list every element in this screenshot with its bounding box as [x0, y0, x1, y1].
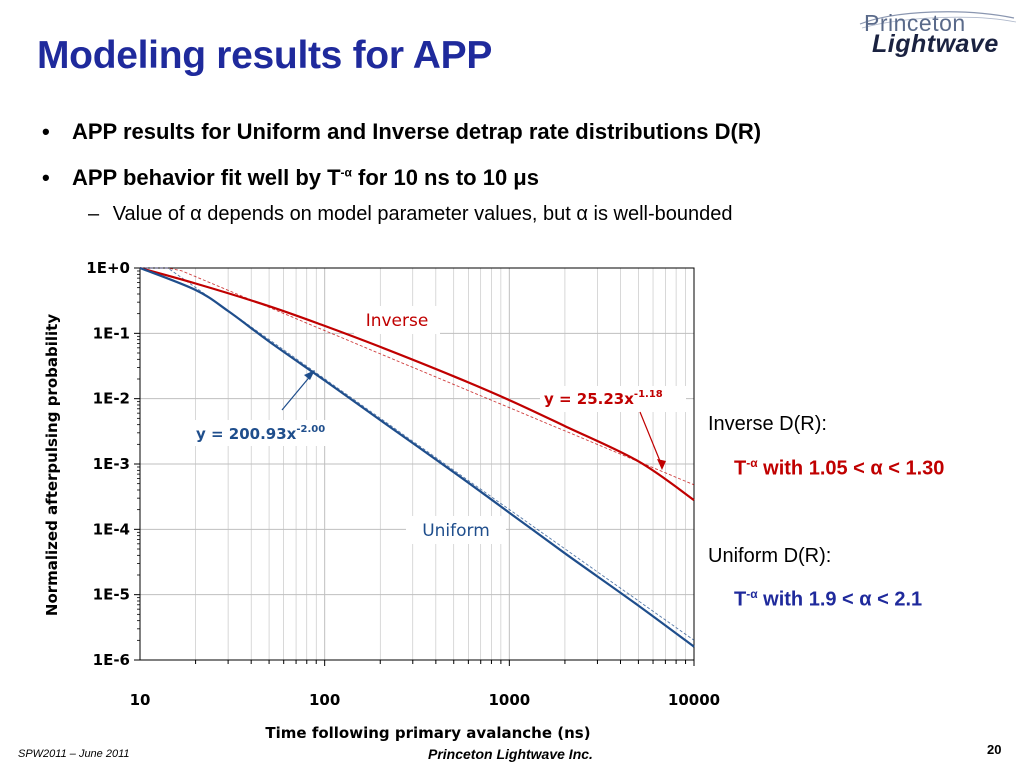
- bullet-1-text: APP results for Uniform and Inverse detr…: [72, 119, 762, 144]
- y-tick-label: 1E+0: [86, 259, 130, 277]
- y-tick-label: 1E-1: [93, 324, 130, 342]
- inverse-fit-arrow: [639, 411, 663, 467]
- inverse-fit-line: [140, 267, 695, 486]
- page-number: 20: [987, 742, 1002, 757]
- x-axis-label: Time following primary avalanche (ns): [265, 724, 590, 742]
- side-inverse-heading: Inverse D(R):: [708, 413, 827, 435]
- y-tick-labels: 1E+0 1E-1 1E-2 1E-3 1E-4 1E-5 1E-6: [86, 259, 130, 669]
- uniform-fit-label-bg: [190, 420, 348, 446]
- side-uniform-sup: -α: [746, 587, 758, 601]
- bullet-2-suffix: for 10 ns to 10 μs: [351, 165, 539, 190]
- y-axis-label: Normalized afterpulsing probability: [43, 314, 61, 616]
- y-tick-label: 1E-2: [93, 390, 130, 408]
- side-uniform-T: T: [734, 588, 747, 611]
- y-tick-label: 1E-4: [93, 520, 130, 538]
- inverse-label-bg: [354, 306, 440, 334]
- axis-ticks: [134, 267, 695, 666]
- bullet-2-text: APP behavior fit well by T-α for 10 ns t…: [72, 165, 539, 191]
- side-uniform-heading: Uniform D(R):: [708, 545, 832, 567]
- side-uniform-range: T-α with 1.9 < α < 2.1: [734, 587, 922, 612]
- logo-text-princeton: Princeton: [864, 10, 966, 36]
- inverse-fit-label: y = 25.23x-1.18: [544, 389, 663, 408]
- y-tick-label: 1E-6: [93, 651, 130, 669]
- inverse-series-label: Inverse: [366, 311, 429, 331]
- sub-bullet-dash: –: [88, 203, 100, 225]
- y-tick-label: 1E-5: [93, 586, 130, 604]
- side-inverse-range: T-α with 1.05 < α < 1.30: [734, 456, 944, 481]
- footer-conference: SPW2011 – June 2011: [18, 748, 130, 760]
- logo-text-lightwave: Lightwave: [872, 30, 999, 58]
- bullet-2-prefix: APP behavior fit well by T: [72, 165, 341, 190]
- footer-company: Princeton Lightwave Inc.: [428, 746, 593, 762]
- side-uniform-range-text: with 1.9 < α < 2.1: [757, 588, 923, 611]
- company-logo: Princeton Lightwave: [856, 8, 1018, 60]
- inverse-fit-label-bg: [540, 386, 686, 412]
- x-tick-label: 10: [130, 691, 151, 709]
- x-tick-label: 100: [309, 691, 340, 709]
- logo-swoosh-icon: [859, 11, 1017, 29]
- page-title: Modeling results for APP: [37, 34, 493, 77]
- sub-bullet-1: – Value of α depends on model parameter …: [88, 203, 732, 226]
- series-lines: [139, 266, 695, 648]
- x-tick-label: 1000: [488, 691, 530, 709]
- x-tick-label: 10000: [668, 691, 720, 709]
- side-inverse-sup: -α: [746, 456, 758, 470]
- side-inverse-T: T: [734, 457, 747, 480]
- uniform-fit-label: y = 200.93x-2.00: [196, 424, 325, 443]
- uniform-fit-exp: -2.00: [296, 424, 325, 435]
- uniform-series-label: Uniform: [422, 521, 490, 541]
- uniform-fit-eq: y = 200.93x: [196, 425, 297, 443]
- uniform-label-bg: [406, 516, 506, 544]
- y-tick-label: 1E-3: [93, 455, 130, 473]
- sub-bullet-1-text: Value of α depends on model parameter va…: [112, 203, 733, 225]
- inverse-fit-exp: -1.18: [634, 389, 663, 400]
- inverse-series-line: [139, 266, 695, 502]
- inverse-fit-arrowhead-icon: [657, 459, 666, 470]
- uniform-series-line: [139, 266, 695, 648]
- uniform-fit-arrow: [281, 373, 313, 411]
- bullet-2-sup: -α: [340, 165, 352, 180]
- inverse-fit-eq: y = 25.23x: [544, 390, 634, 408]
- side-inverse-range-text: with 1.05 < α < 1.30: [757, 457, 945, 480]
- bullet-dot: •: [42, 119, 50, 144]
- bullet-dot: •: [42, 165, 50, 190]
- x-tick-labels: 10 100 1000 10000: [130, 691, 721, 709]
- uniform-fit-arrowhead-icon: [304, 370, 315, 380]
